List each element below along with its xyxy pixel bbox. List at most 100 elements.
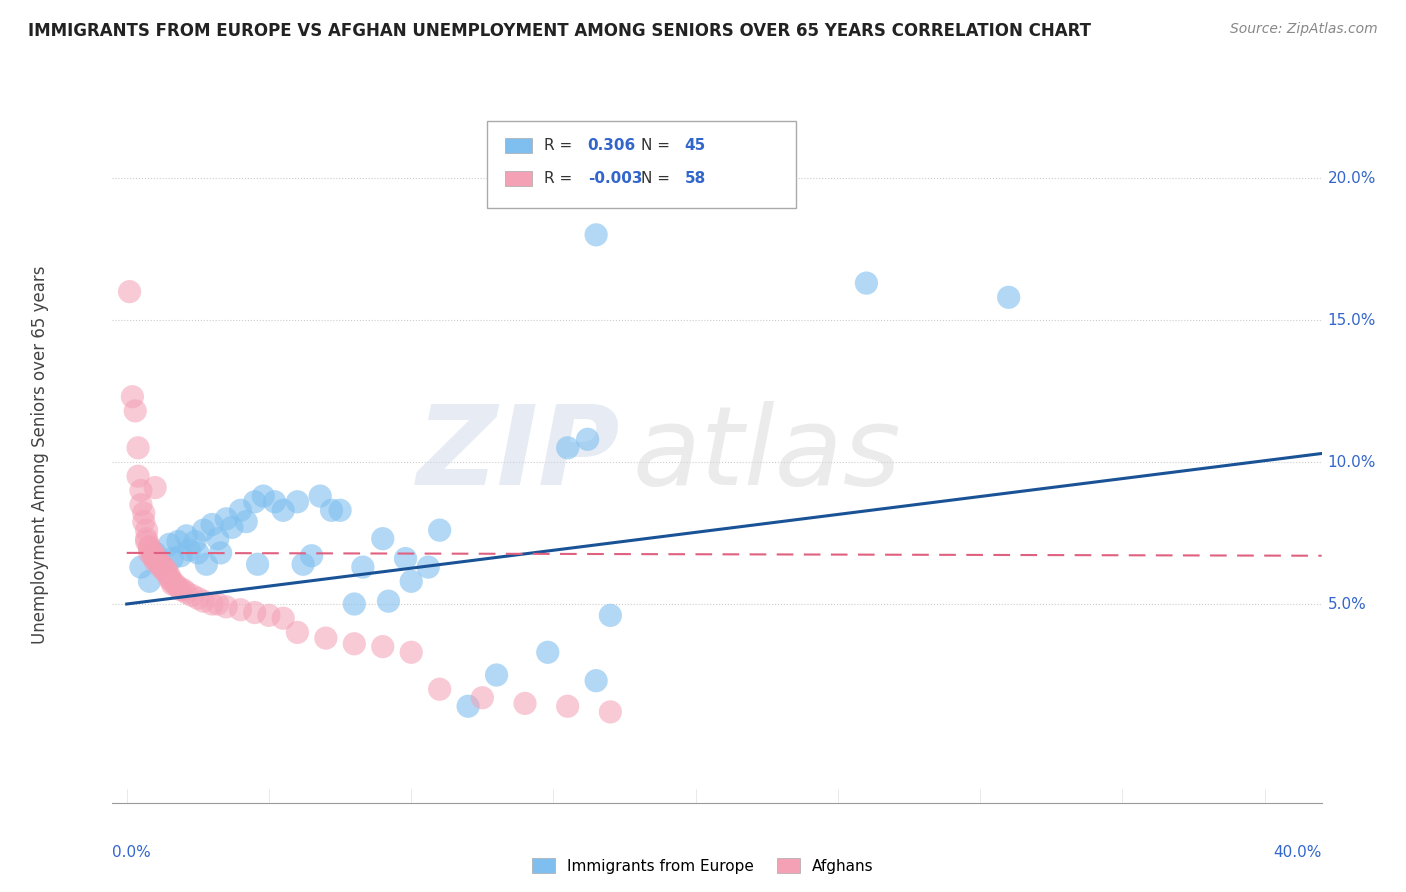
Point	[132, 515, 155, 529]
Point	[287, 495, 309, 509]
Point	[537, 645, 560, 659]
Point	[221, 520, 243, 534]
Point	[173, 582, 195, 597]
Point	[309, 489, 332, 503]
Point	[143, 551, 166, 566]
Point	[471, 690, 494, 705]
Point	[121, 390, 143, 404]
Point	[167, 534, 190, 549]
Point	[143, 549, 166, 563]
Point	[399, 574, 422, 589]
Point	[127, 469, 149, 483]
Point	[141, 549, 163, 563]
Point	[187, 546, 209, 560]
Point	[576, 432, 599, 446]
Point	[343, 597, 366, 611]
Point	[129, 560, 152, 574]
Point	[157, 537, 180, 551]
Point	[176, 529, 198, 543]
Text: N =: N =	[641, 137, 675, 153]
Point	[146, 554, 169, 568]
Point	[301, 549, 323, 563]
Text: atlas: atlas	[633, 401, 901, 508]
Point	[179, 543, 201, 558]
Point	[271, 503, 294, 517]
Point	[329, 503, 352, 517]
Text: 15.0%: 15.0%	[1327, 312, 1376, 327]
Point	[215, 599, 238, 614]
Point	[599, 608, 621, 623]
Point	[243, 495, 266, 509]
Point	[141, 546, 163, 560]
Text: 0.0%: 0.0%	[112, 845, 152, 860]
Point	[371, 532, 394, 546]
Point	[243, 606, 266, 620]
Point	[207, 597, 229, 611]
Point	[207, 532, 229, 546]
Text: Unemployment Among Seniors over 65 years: Unemployment Among Seniors over 65 years	[31, 266, 49, 644]
Text: 58: 58	[685, 171, 706, 186]
Point	[143, 546, 166, 560]
Point	[246, 558, 269, 572]
Point	[149, 558, 172, 572]
Point	[152, 560, 174, 574]
Point	[124, 404, 146, 418]
Text: R =: R =	[544, 171, 578, 186]
Point	[160, 574, 183, 589]
Point	[201, 517, 224, 532]
Point	[599, 705, 621, 719]
Point	[371, 640, 394, 654]
Text: 10.0%: 10.0%	[1327, 455, 1376, 469]
Point	[152, 563, 174, 577]
Point	[429, 523, 451, 537]
Point	[263, 495, 285, 509]
Point	[138, 574, 160, 589]
Point	[557, 699, 579, 714]
Point	[252, 489, 274, 503]
Point	[127, 441, 149, 455]
Text: R =: R =	[544, 137, 578, 153]
Point	[287, 625, 309, 640]
Text: -0.003: -0.003	[588, 171, 643, 186]
Text: ZIP: ZIP	[416, 401, 620, 508]
Point	[157, 568, 180, 582]
Point	[160, 551, 183, 566]
Point	[585, 673, 607, 688]
Point	[257, 608, 280, 623]
Point	[377, 594, 399, 608]
Point	[138, 540, 160, 554]
FancyBboxPatch shape	[506, 137, 531, 153]
Point	[201, 597, 224, 611]
Text: 40.0%: 40.0%	[1274, 845, 1322, 860]
Point	[132, 506, 155, 520]
Point	[292, 558, 315, 572]
Point	[193, 594, 215, 608]
Point	[394, 551, 416, 566]
Point	[138, 546, 160, 560]
Point	[193, 523, 215, 537]
Point	[167, 580, 190, 594]
Point	[399, 645, 422, 659]
Point	[149, 558, 172, 572]
Point	[855, 276, 877, 290]
Point	[585, 227, 607, 242]
Text: N =: N =	[641, 171, 675, 186]
Point	[138, 540, 160, 554]
Point	[457, 699, 479, 714]
Point	[184, 534, 207, 549]
Point	[157, 571, 180, 585]
Point	[170, 582, 193, 597]
Point	[235, 515, 257, 529]
Point	[513, 697, 536, 711]
Point	[321, 503, 343, 517]
Point	[135, 534, 157, 549]
Point	[271, 611, 294, 625]
Point	[215, 512, 238, 526]
Point	[485, 668, 508, 682]
Point	[181, 589, 204, 603]
Point	[176, 585, 198, 599]
Point	[352, 560, 374, 574]
Point	[118, 285, 141, 299]
Point	[135, 532, 157, 546]
Point	[155, 563, 177, 577]
